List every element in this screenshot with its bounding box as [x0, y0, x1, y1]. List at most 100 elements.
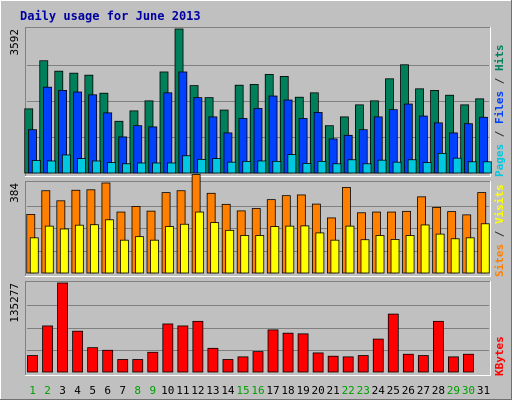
bar-pages-day-1 [31, 160, 41, 174]
x-tick-label-11: 11 [176, 384, 189, 397]
x-tick-label-12: 12 [191, 384, 204, 397]
x-tick-label-31: 31 [477, 384, 490, 397]
bar-pages-day-30 [467, 161, 477, 174]
legend-entry: Files [493, 91, 506, 124]
x-tick-label-7: 7 [119, 384, 126, 397]
bar-sites-day-15 [240, 235, 250, 274]
bar-pages-day-26 [407, 159, 417, 174]
bar-pages-day-3 [61, 154, 71, 174]
y-max-label: 384 [8, 183, 21, 203]
bar-pages-day-21 [332, 163, 342, 174]
bar-sites-day-27 [420, 224, 430, 274]
legend-entry: Visits [493, 184, 506, 224]
bar-kbytes-day-11 [177, 325, 189, 373]
bar-kbytes-day-22 [342, 356, 354, 373]
bar-kbytes-day-28 [432, 320, 444, 373]
bar-sites-day-23 [360, 239, 370, 274]
bar-pages-day-11 [182, 155, 192, 174]
y-max-label: 135277 [8, 283, 21, 323]
bar-sites-day-26 [405, 235, 415, 274]
bar-pages-day-18 [287, 154, 297, 174]
bar-kbytes-day-27 [417, 355, 429, 373]
bar-pages-day-13 [212, 158, 222, 174]
bar-kbytes-day-8 [132, 359, 144, 373]
bar-sites-day-18 [285, 225, 295, 274]
bar-pages-day-4 [77, 158, 86, 174]
x-tick-label-8: 8 [134, 384, 141, 397]
x-tick-label-2: 2 [44, 384, 51, 397]
panel-pages-files-hits: 3592 Pages / Files / Hits [8, 27, 506, 177]
bar-kbytes-day-2 [42, 325, 53, 373]
bar-pages-day-7 [122, 163, 131, 174]
bar-kbytes-day-15 [237, 356, 249, 373]
x-tick-label-28: 28 [432, 384, 445, 397]
panel-legend: Sites / Visits [493, 184, 506, 277]
bar-sites-day-3 [59, 228, 69, 274]
bar-sites-day-29 [450, 238, 460, 274]
bar-pages-day-5 [92, 160, 101, 174]
bar-pages-day-8 [137, 162, 146, 174]
bar-sites-day-22 [345, 225, 355, 274]
bar-pages-day-9 [152, 162, 161, 174]
x-tick-label-1: 1 [29, 384, 36, 397]
bar-pages-day-17 [272, 160, 282, 174]
series-sites [29, 211, 490, 274]
bar-kbytes-day-16 [252, 351, 264, 373]
x-tick-label-9: 9 [149, 384, 156, 397]
legend-entry: / [493, 71, 506, 91]
bar-pages-day-14 [227, 161, 237, 174]
bar-pages-day-12 [197, 158, 207, 174]
bar-sites-day-10 [165, 226, 174, 274]
legend-entry: Hits [493, 45, 506, 72]
bar-sites-day-31 [480, 223, 490, 274]
bar-kbytes-day-18 [282, 332, 294, 373]
x-tick-label-23: 23 [357, 384, 370, 397]
x-tick-label-30: 30 [462, 384, 475, 397]
bar-pages-day-25 [392, 161, 402, 174]
x-tick-label-5: 5 [89, 384, 96, 397]
bar-files-day-10 [163, 92, 173, 174]
x-tick-label-29: 29 [447, 384, 460, 397]
x-tick-label-13: 13 [206, 384, 219, 397]
bar-sites-day-7 [120, 239, 129, 274]
bar-sites-day-6 [105, 219, 114, 274]
bar-files-day-2 [43, 86, 52, 174]
bar-sites-day-12 [195, 211, 205, 274]
bar-kbytes-day-23 [357, 355, 369, 373]
bar-sites-day-20 [315, 232, 325, 274]
x-tick-label-10: 10 [161, 384, 174, 397]
panel-sites-visits: 384 Sites / Visits [8, 174, 506, 277]
bar-pages-day-15 [242, 160, 252, 174]
legend-entry: KBytes [493, 336, 506, 376]
series-files [28, 71, 488, 174]
bar-pages-day-29 [452, 157, 462, 174]
series-pages [31, 152, 492, 174]
x-tick-label-27: 27 [417, 384, 430, 397]
bar-pages-day-10 [167, 162, 177, 174]
bar-pages-day-31 [482, 161, 492, 174]
x-tick-label-4: 4 [74, 384, 81, 397]
bar-kbytes-day-5 [87, 347, 99, 373]
x-tick-label-16: 16 [251, 384, 264, 397]
panels-layer: 3592 Pages / Files / Hits 384 Sites / Visit… [8, 27, 506, 376]
panel-legend: KBytes [493, 336, 506, 376]
bar-sites-day-16 [255, 235, 265, 274]
x-tick-label-19: 19 [296, 384, 309, 397]
bar-sites-day-21 [330, 239, 340, 274]
legend-entry: / [493, 124, 506, 144]
bar-kbytes-day-20 [312, 352, 324, 373]
bar-kbytes-day-10 [162, 323, 174, 373]
bar-sites-day-11 [180, 223, 189, 274]
y-max-label: 3592 [8, 29, 21, 56]
bar-kbytes-day-1 [27, 355, 38, 373]
bar-pages-day-2 [46, 160, 56, 174]
bar-sites-day-4 [74, 224, 84, 274]
bar-kbytes-day-9 [147, 351, 159, 373]
bar-pages-day-23 [362, 163, 372, 174]
bar-sites-day-2 [44, 225, 54, 274]
bar-sites-day-1 [29, 237, 39, 274]
bar-kbytes-day-17 [267, 329, 279, 373]
bar-sites-day-17 [270, 226, 280, 274]
bar-sites-day-5 [90, 224, 99, 274]
